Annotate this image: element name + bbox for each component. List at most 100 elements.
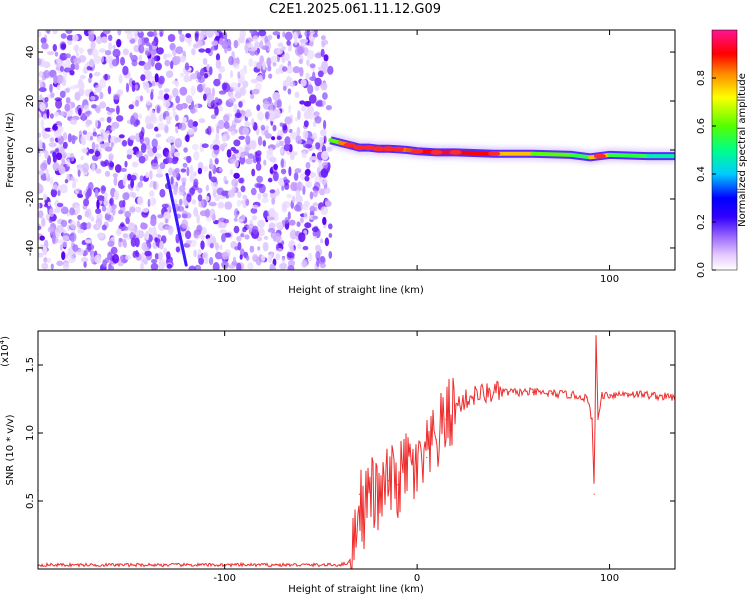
noise-speckle	[266, 152, 274, 161]
noise-speckle	[201, 83, 206, 90]
noise-speckle	[295, 181, 304, 191]
snr-point	[445, 418, 447, 420]
noise-speckle	[284, 116, 293, 125]
noise-speckle	[318, 188, 326, 196]
noise-speckle	[108, 42, 113, 51]
noise-speckle	[118, 74, 123, 84]
colorbar-tick-label: 0.0	[696, 262, 707, 278]
noise-speckle	[250, 207, 258, 214]
noise-speckle	[174, 138, 183, 148]
noise-speckle	[287, 265, 295, 270]
noise-speckle	[233, 172, 240, 179]
noise-speckle	[52, 234, 56, 245]
noise-speckle	[143, 81, 150, 91]
noise-speckle	[256, 236, 263, 242]
noise-speckle	[62, 141, 68, 149]
noise-speckle	[163, 93, 170, 100]
noise-speckle	[41, 42, 49, 50]
noise-speckle	[256, 61, 262, 70]
noise-speckle	[287, 211, 291, 220]
noise-speckle	[53, 74, 58, 85]
noise-speckle	[297, 46, 304, 55]
x-tick-label: 0	[414, 573, 420, 584]
noise-speckle	[113, 176, 118, 186]
noise-speckle	[214, 106, 219, 116]
noise-speckle	[238, 101, 243, 108]
noise-speckle	[38, 225, 42, 230]
noise-speckle	[159, 162, 166, 170]
noise-speckle	[323, 135, 327, 144]
noise-speckle	[207, 125, 212, 136]
noise-speckle	[312, 33, 319, 38]
noise-speckle	[147, 70, 152, 78]
noise-speckle	[101, 36, 108, 44]
noise-speckle	[70, 219, 76, 230]
noise-speckle	[59, 52, 68, 61]
noise-speckle	[312, 230, 318, 237]
noise-speckle	[276, 188, 280, 196]
noise-speckle	[121, 140, 128, 147]
noise-speckle	[170, 60, 174, 70]
noise-speckle	[129, 135, 136, 141]
noise-speckle	[155, 173, 164, 178]
noise-speckle	[167, 34, 176, 42]
noise-speckle	[188, 265, 196, 270]
noise-speckle	[239, 254, 243, 260]
noise-speckle	[157, 95, 164, 100]
noise-speckle	[172, 104, 176, 113]
noise-speckle	[257, 192, 262, 200]
noise-speckle	[172, 169, 179, 178]
noise-speckle	[217, 220, 222, 229]
noise-speckle	[134, 99, 140, 107]
noise-speckle	[50, 92, 55, 98]
noise-speckle	[46, 30, 51, 35]
noise-speckle	[79, 47, 84, 54]
noise-speckle	[300, 78, 307, 87]
noise-speckle	[250, 78, 259, 84]
noise-speckle	[46, 108, 50, 119]
noise-speckle	[214, 251, 223, 260]
snr-point	[435, 439, 437, 441]
noise-speckle	[193, 178, 199, 188]
noise-speckle	[122, 192, 130, 201]
noise-speckle	[117, 30, 122, 36]
noise-speckle	[263, 159, 267, 166]
noise-speckle	[137, 37, 142, 47]
noise-speckle	[254, 182, 263, 189]
noise-speckle	[137, 181, 144, 188]
noise-speckle	[176, 205, 185, 212]
noise-speckle	[38, 152, 42, 158]
noise-speckle	[230, 82, 238, 90]
noise-speckle	[49, 113, 54, 119]
noise-speckle	[217, 201, 225, 209]
noise-speckle	[99, 117, 105, 122]
noise-speckle	[247, 42, 254, 48]
noise-speckle	[286, 193, 292, 199]
noise-speckle	[134, 206, 142, 213]
noise-speckle	[315, 250, 321, 261]
noise-speckle	[215, 32, 219, 37]
noise-speckle	[38, 139, 43, 150]
noise-speckle	[248, 58, 254, 67]
noise-speckle	[59, 65, 64, 72]
noise-speckle	[191, 185, 199, 191]
noise-speckle	[52, 151, 57, 159]
noise-speckle	[223, 121, 230, 129]
noise-speckle	[104, 146, 113, 152]
noise-speckle	[236, 199, 242, 207]
noise-speckle	[175, 56, 181, 65]
noise-speckle	[172, 80, 178, 85]
noise-speckle	[322, 161, 329, 169]
noise-speckle	[328, 251, 333, 259]
noise-speckle	[145, 100, 151, 106]
noise-speckle	[72, 34, 79, 42]
noise-speckle	[106, 206, 111, 215]
noise-speckle	[44, 127, 53, 132]
noise-speckle	[180, 177, 187, 182]
noise-speckle	[320, 206, 329, 216]
noise-speckle	[251, 88, 260, 95]
noise-speckle	[109, 198, 113, 205]
noise-speckle	[242, 127, 250, 136]
noise-speckle	[112, 207, 116, 216]
noise-speckle	[79, 223, 83, 231]
